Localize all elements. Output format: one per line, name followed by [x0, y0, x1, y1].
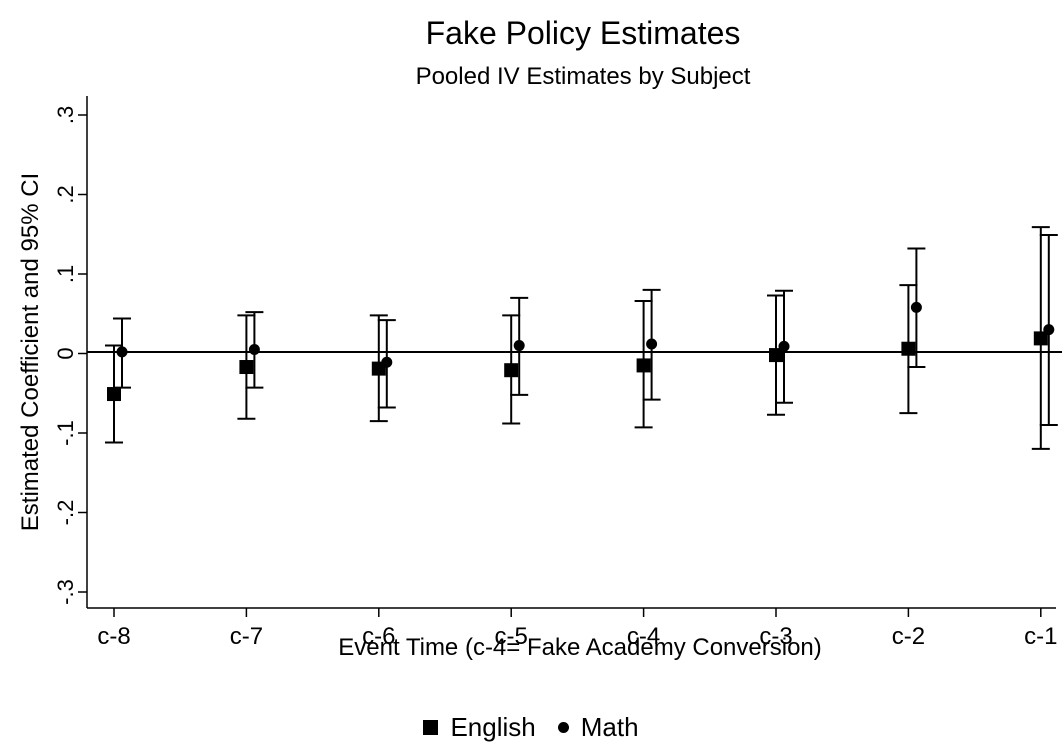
x-tick-label: c-4: [627, 623, 660, 650]
point-english: [1033, 331, 1048, 346]
y-ticks: -.3 -.2 -.1 0 .1 .2 .3: [53, 106, 87, 605]
point-math: [381, 356, 393, 368]
y-tick-label: .1: [53, 265, 78, 283]
y-tick-label: 0: [53, 347, 78, 359]
y-tick-label: .3: [53, 106, 78, 124]
y-tick-label: -.3: [53, 579, 78, 605]
x-tick-label: c-5: [495, 623, 528, 650]
x-tick-label: c-7: [230, 623, 263, 650]
point-math: [248, 344, 260, 356]
plot-marks: [105, 226, 1058, 450]
point-english: [636, 358, 651, 373]
x-tick-label: c-3: [759, 623, 792, 650]
y-tick-label: -.1: [53, 420, 78, 446]
x-axis-label: Event Time (c-4= Fake Academy Conversion…: [338, 634, 822, 661]
x-ticks: c-8 c-7 c-6 c-5 c-4 c-3 c-2 c-1: [97, 608, 1057, 650]
y-tick-label: -.2: [53, 500, 78, 526]
circle-marker-icon: [557, 722, 569, 733]
legend: English Math: [0, 712, 1062, 743]
legend-item-math: Math: [557, 712, 639, 743]
point-math: [116, 346, 128, 358]
legend-label-math: Math: [580, 712, 639, 742]
legend-item-english: English: [423, 712, 536, 743]
point-english: [769, 348, 783, 363]
x-tick-label: c-1: [1024, 623, 1057, 650]
x-tick-label: c-6: [362, 623, 395, 650]
y-tick-label: .2: [53, 185, 78, 203]
point-english: [901, 341, 916, 356]
point-english: [504, 363, 519, 378]
point-math: [910, 301, 922, 313]
point-math: [778, 340, 790, 352]
y-axis-label: Estimated Coefficient and 95% CI: [17, 173, 44, 531]
point-math: [513, 340, 525, 352]
square-marker-icon: [423, 720, 439, 735]
point-english: [239, 360, 254, 375]
chart-title: Fake Policy Estimates: [426, 15, 741, 51]
point-math: [1043, 324, 1055, 336]
point-math: [646, 338, 658, 350]
point-english: [107, 387, 121, 402]
x-tick-label: c-2: [892, 623, 925, 650]
chart-subtitle: Pooled IV Estimates by Subject: [416, 63, 751, 90]
x-tick-label: c-8: [97, 623, 130, 650]
legend-label-english: English: [450, 712, 536, 742]
